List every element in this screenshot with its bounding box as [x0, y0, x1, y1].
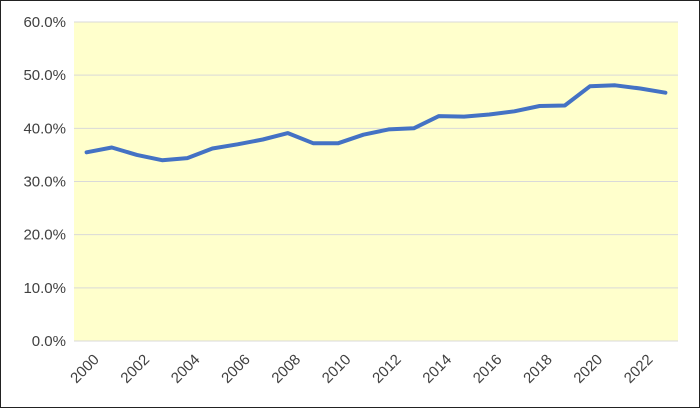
gridlines	[74, 21, 678, 342]
data-point	[336, 141, 340, 145]
y-tick-label: 10.0%	[23, 280, 66, 297]
data-point	[638, 87, 642, 91]
y-tick-label: 20.0%	[23, 227, 66, 244]
data-point	[538, 104, 542, 108]
data-point	[512, 109, 516, 113]
x-tick-label: 2012	[369, 351, 405, 387]
y-tick-label: 0.0%	[32, 333, 66, 350]
data-point	[412, 126, 416, 130]
data-point	[135, 153, 139, 157]
x-tick-label: 2002	[117, 351, 153, 387]
x-tick-label: 2006	[218, 351, 254, 387]
data-point	[663, 91, 667, 95]
data-point	[286, 131, 290, 135]
data-point	[311, 141, 315, 145]
x-tick-label: 2010	[319, 351, 355, 387]
y-axis-tick-labels: 0.0% 10.0% 20.0% 30.0% 40.0% 50.0% 60.0%	[23, 14, 66, 350]
series-line	[84, 83, 668, 163]
data-point	[110, 146, 114, 150]
data-point	[236, 142, 240, 146]
y-tick-label: 60.0%	[23, 14, 66, 31]
y-tick-label: 40.0%	[23, 120, 66, 137]
data-point	[185, 156, 189, 160]
y-tick-label: 30.0%	[23, 174, 66, 191]
data-point	[85, 150, 89, 154]
x-tick-label: 2008	[268, 351, 304, 387]
data-point	[210, 147, 214, 151]
data-point	[588, 84, 592, 88]
data-point	[437, 114, 441, 118]
data-point	[261, 138, 265, 142]
series-layer	[84, 83, 668, 163]
x-tick-label: 2014	[419, 351, 455, 387]
data-point	[462, 115, 466, 119]
y-tick-label: 50.0%	[23, 67, 66, 84]
x-tick-label: 2018	[520, 351, 556, 387]
x-tick-label: 2000	[67, 351, 103, 387]
x-tick-label: 2016	[470, 351, 506, 387]
data-point	[613, 83, 617, 87]
x-tick-label: 2020	[570, 351, 606, 387]
data-point	[563, 104, 567, 108]
data-point	[361, 133, 365, 137]
x-axis-tick-labels: 2000 2002 2004 2006 2008 2010 2012 2014 2016 2018…	[67, 351, 656, 387]
data-point	[387, 127, 391, 131]
data-point	[160, 158, 164, 162]
x-tick-label: 2022	[621, 351, 657, 387]
data-point	[487, 113, 491, 117]
x-tick-label: 2004	[168, 351, 204, 387]
